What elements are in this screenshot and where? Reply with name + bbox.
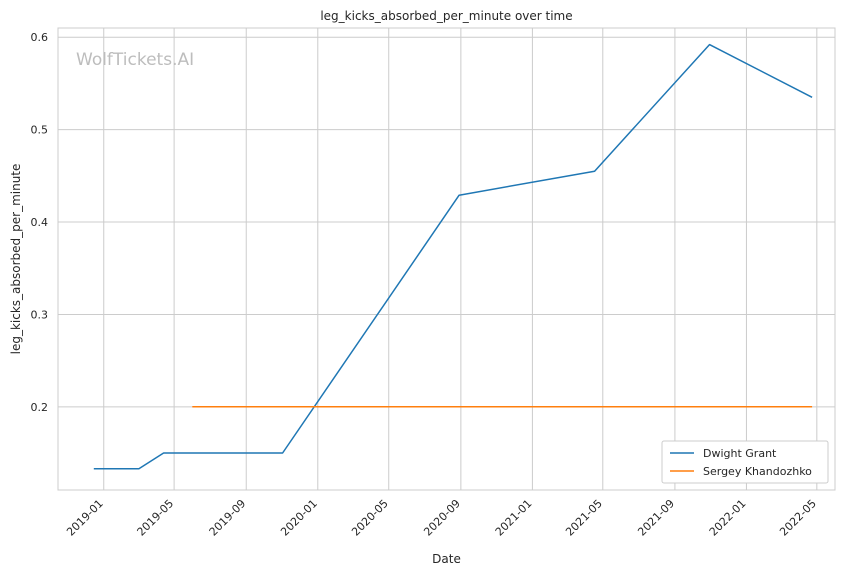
x-tick-label: 2022-05 xyxy=(777,497,819,539)
x-tick-label: 2019-05 xyxy=(135,497,177,539)
x-tick-label: 2021-09 xyxy=(635,497,677,539)
y-tick-label: 0.3 xyxy=(31,308,49,321)
grid-lines xyxy=(58,28,835,490)
series-line-dwight-grant xyxy=(93,43,813,470)
x-tick-labels: 2019-01 2019-05 2019-09 2020-01 2020-05 2020-… xyxy=(64,497,819,539)
x-tick-label: 2019-01 xyxy=(64,497,106,539)
y-axis-label: leg_kicks_absorbed_per_minute xyxy=(9,164,23,355)
watermark: WolfTickets.AI xyxy=(76,50,194,70)
x-tick-label: 2019-09 xyxy=(207,497,249,539)
x-tick-label: 2022-01 xyxy=(707,497,749,539)
y-tick-label: 0.5 xyxy=(31,124,49,137)
legend-box xyxy=(661,440,829,484)
x-tick-label: 2020-09 xyxy=(421,497,463,539)
legend-label-sergey-khandozhko: Sergey Khandozhko xyxy=(703,465,812,478)
y-tick-label: 0.6 xyxy=(31,31,49,44)
x-tick-label: 2020-01 xyxy=(278,497,320,539)
x-axis-label: Date xyxy=(432,552,461,566)
y-tick-label: 0.4 xyxy=(31,216,49,229)
y-tick-label: 0.2 xyxy=(31,401,49,414)
x-tick-label: 2021-01 xyxy=(493,497,535,539)
x-tick-label: 2021-05 xyxy=(563,497,605,539)
y-tick-labels: 0.2 0.3 0.4 0.5 0.6 xyxy=(31,31,49,414)
x-tick-label: 2020-05 xyxy=(349,497,391,539)
series-lines xyxy=(93,43,813,470)
legend: Dwight Grant Sergey Khandozhko xyxy=(661,440,829,484)
plot-area xyxy=(57,27,836,491)
legend-label-dwight-grant: Dwight Grant xyxy=(703,447,777,460)
chart-title: leg_kicks_absorbed_per_minute over time xyxy=(320,9,572,23)
